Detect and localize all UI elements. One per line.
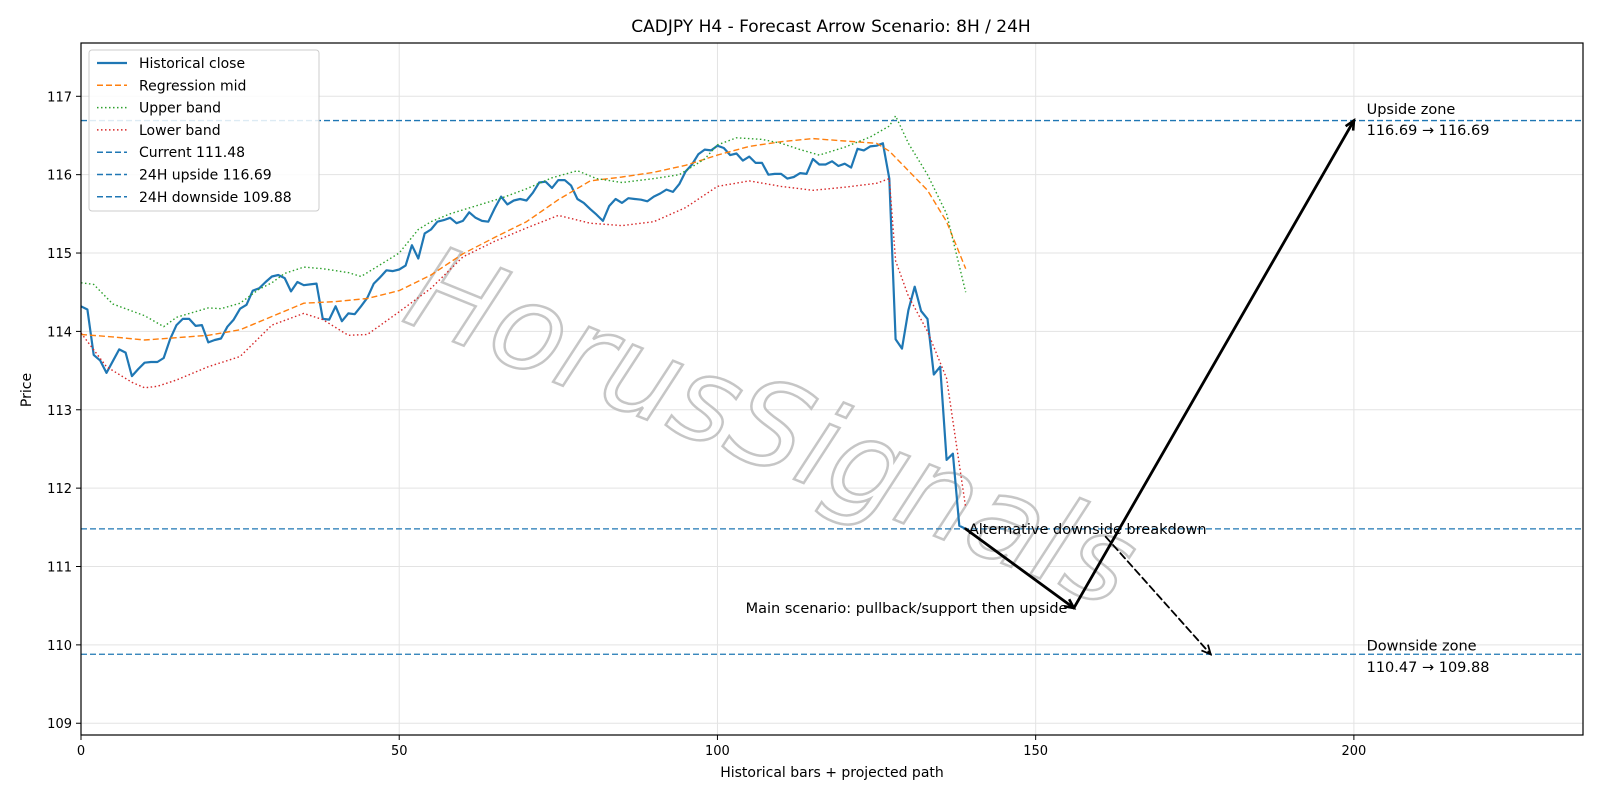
series-regression-mid xyxy=(80,137,967,341)
arrow-main-segment xyxy=(964,527,1076,610)
y-tick-label: 117 xyxy=(47,90,72,105)
legend-box xyxy=(88,49,320,212)
y-tick-label: 116 xyxy=(47,169,72,184)
series-historical-close xyxy=(80,142,967,530)
annotation: Alternative downside breakdown xyxy=(969,522,1207,538)
x-tick-label: 0 xyxy=(77,744,85,759)
y-tick-label: 115 xyxy=(47,247,72,262)
y-tick-label: 112 xyxy=(47,482,72,497)
legend-label: 24H downside 109.88 xyxy=(139,190,292,206)
y-tick-label: 110 xyxy=(47,639,72,654)
legend-label: Historical close xyxy=(139,56,245,72)
annotation: Downside zone xyxy=(1367,639,1477,655)
x-tick-label: 50 xyxy=(391,744,408,759)
y-tick-label: 111 xyxy=(47,561,72,576)
annotation: 116.69 → 116.69 xyxy=(1367,123,1490,139)
y-tick-label: 113 xyxy=(47,404,72,419)
legend-label: Lower band xyxy=(139,123,221,139)
grid xyxy=(80,43,1583,735)
annotation: 110.47 → 109.88 xyxy=(1367,660,1490,676)
x-axis: 0 50 100 150 200 xyxy=(77,735,1366,759)
y-tick-label: 114 xyxy=(47,325,72,340)
arrow-head xyxy=(1344,117,1356,131)
series-layer xyxy=(80,115,1583,655)
series-upper-band xyxy=(80,115,967,328)
legend: Historical close Regression mid Upper band… xyxy=(88,49,320,212)
x-tick-label: 150 xyxy=(1023,744,1048,759)
x-tick-label: 100 xyxy=(705,744,730,759)
annotation: Main scenario: pullback/support then ups… xyxy=(746,601,1068,617)
watermark: HorusSignals xyxy=(388,217,1156,636)
arrow-alternative-segment xyxy=(1104,535,1212,656)
annotation: Upside zone xyxy=(1367,102,1456,118)
legend-label: Regression mid xyxy=(139,78,246,94)
arrow-head xyxy=(1201,644,1213,656)
arrow-layer xyxy=(964,117,1356,656)
legend-label: Upper band xyxy=(139,101,221,117)
annotation-layer: Alternative downside breakdown Main scena… xyxy=(746,102,1490,676)
legend-label: 24H upside 116.69 xyxy=(139,168,272,184)
x-tick-label: 200 xyxy=(1341,744,1366,759)
y-axis: 109 110 111 112 113 114 115 116 117 xyxy=(47,90,81,732)
x-axis-label: Historical bars + projected path xyxy=(720,765,944,781)
legend-label: Current 111.48 xyxy=(139,145,245,161)
series-lower-band xyxy=(80,177,967,508)
y-axis-label: Price xyxy=(19,373,35,407)
arrow-main-segment xyxy=(1072,119,1356,610)
watermark-text: HorusSignals xyxy=(390,218,1155,634)
plot-frame xyxy=(80,42,1584,736)
chart-title: CADJPY H4 - Forecast Arrow Scenario: 8H … xyxy=(631,17,1030,37)
y-tick-label: 109 xyxy=(47,717,72,732)
